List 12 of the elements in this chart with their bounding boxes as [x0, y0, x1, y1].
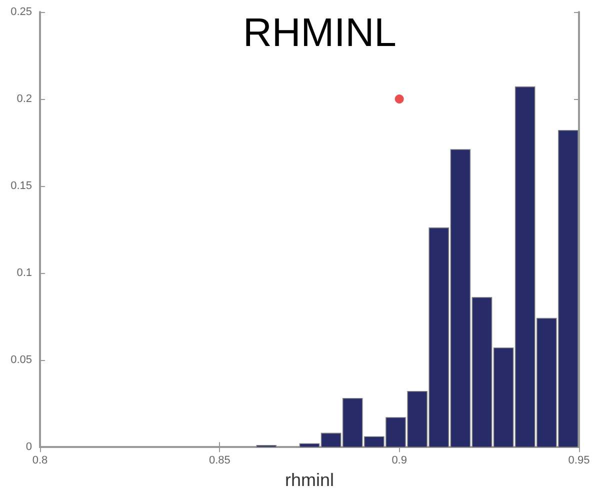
y-tick-label: 0.1 — [16, 267, 32, 280]
y-tick-label: 0.25 — [10, 6, 32, 18]
x-tick-label: 0.95 — [568, 454, 590, 467]
y-tick-label: 0.15 — [10, 180, 32, 192]
x-tick-label: 0.9 — [392, 454, 407, 467]
chart-title: RHMINL — [243, 11, 396, 55]
y-tick-label: 0.05 — [10, 354, 32, 366]
x-tick-label: 0.85 — [208, 454, 230, 467]
x-tick-label: 0.8 — [32, 454, 48, 467]
y-tick-label: 0 — [26, 441, 32, 454]
y-tick-label: 0.2 — [16, 93, 32, 106]
x-axis-title: rhminl — [284, 470, 334, 490]
